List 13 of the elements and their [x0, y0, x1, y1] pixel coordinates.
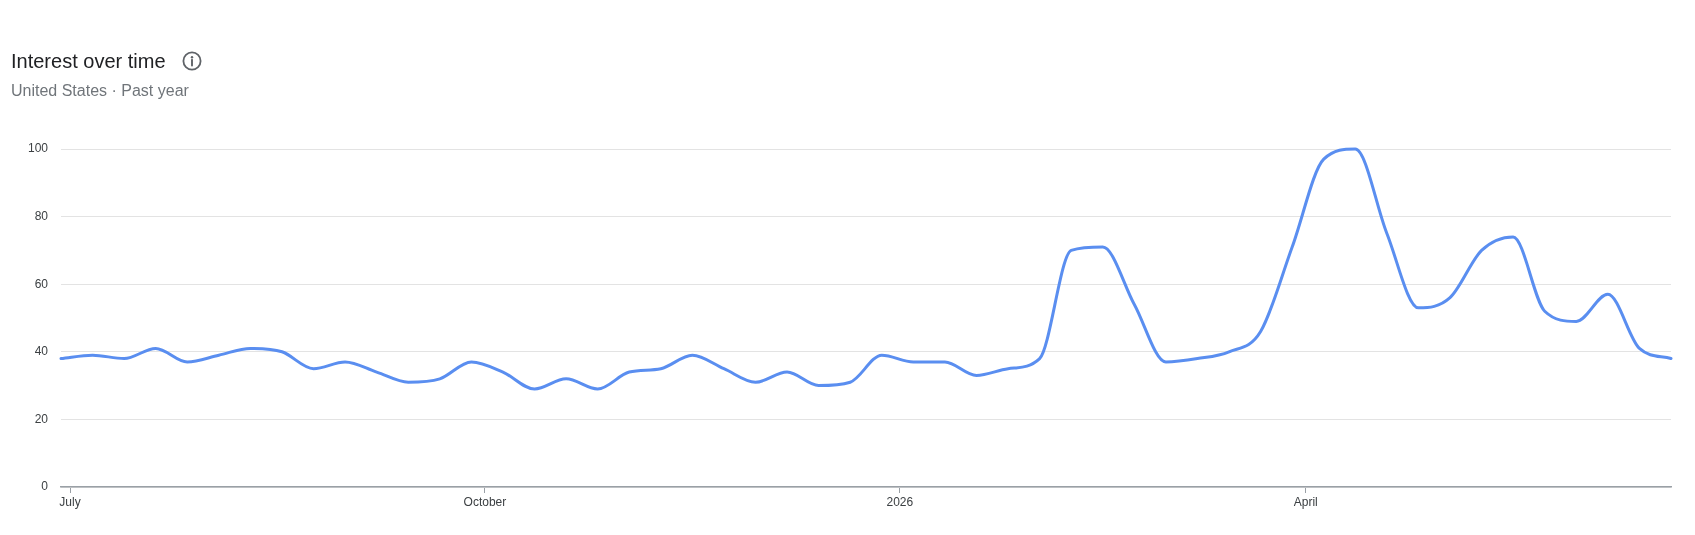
x-tick-label: October — [463, 494, 507, 509]
x-tick-label: July — [59, 494, 81, 509]
y-tick-label: 80 — [34, 208, 49, 223]
line-series — [59, 147, 1673, 391]
chart-title: Interest over time — [11, 49, 166, 73]
y-tick-label: 0 — [41, 479, 49, 494]
y-tick-label: 100 — [27, 141, 49, 156]
x-tick-label: April — [1293, 494, 1318, 509]
y-tick-label: 60 — [34, 276, 49, 291]
y-tick-label: 20 — [34, 411, 49, 426]
y-tick-label: 40 — [34, 344, 49, 359]
chart-subtitle: United States · Past year — [11, 81, 189, 101]
x-tick-label: 2026 — [886, 494, 914, 509]
